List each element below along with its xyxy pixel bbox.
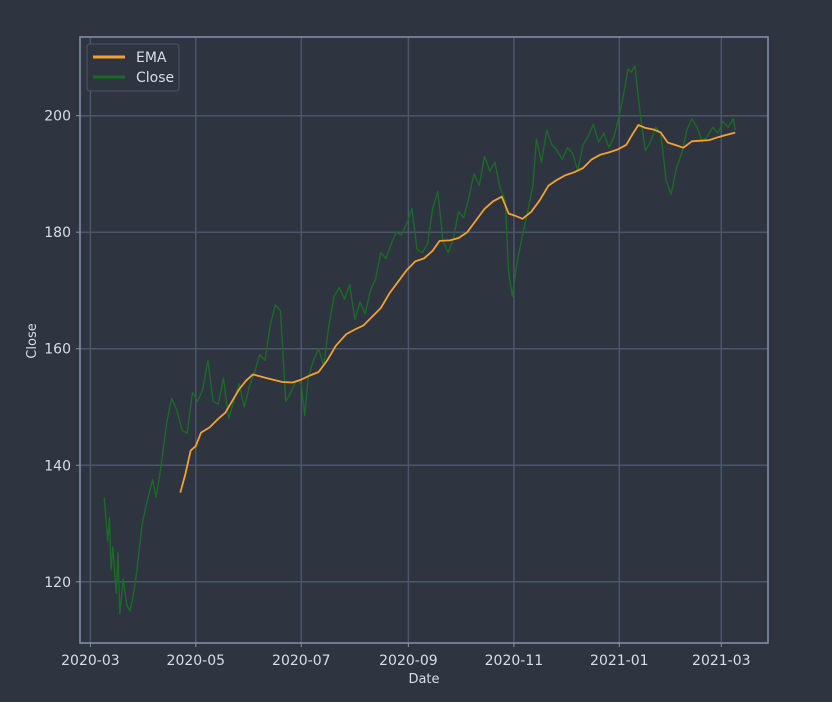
x-tick-label: 2020-05: [167, 653, 226, 669]
y-tick-label: 180: [44, 225, 71, 241]
y-tick-label: 120: [44, 575, 71, 591]
plot-frame: [79, 36, 769, 644]
axis-ticks: 2020-03 2020-05 2020-07 2020-09 2020-11 2021-…: [44, 109, 750, 669]
legend: EMA Close: [86, 43, 180, 92]
y-tick-label: 140: [44, 458, 71, 474]
x-tick-label: 2021-03: [692, 653, 751, 669]
y-axis-label: Close: [25, 323, 40, 358]
grid-lines: [80, 37, 768, 643]
x-tick-label: 2021-01: [590, 653, 649, 669]
x-tick-label: 2020-11: [485, 653, 544, 669]
series-line-close: [103, 65, 736, 615]
y-tick-label: 160: [44, 342, 71, 358]
legend-label-close: Close: [136, 70, 174, 86]
y-tick-label: 200: [44, 109, 71, 125]
series-lines: [103, 65, 736, 615]
x-tick-label: 2020-07: [272, 653, 331, 669]
x-axis-label: Date: [408, 672, 439, 687]
x-tick-label: 2020-03: [61, 653, 120, 669]
x-tick-label: 2020-09: [379, 653, 438, 669]
series-line-ema: [179, 124, 736, 493]
legend-label-ema: EMA: [136, 50, 167, 66]
